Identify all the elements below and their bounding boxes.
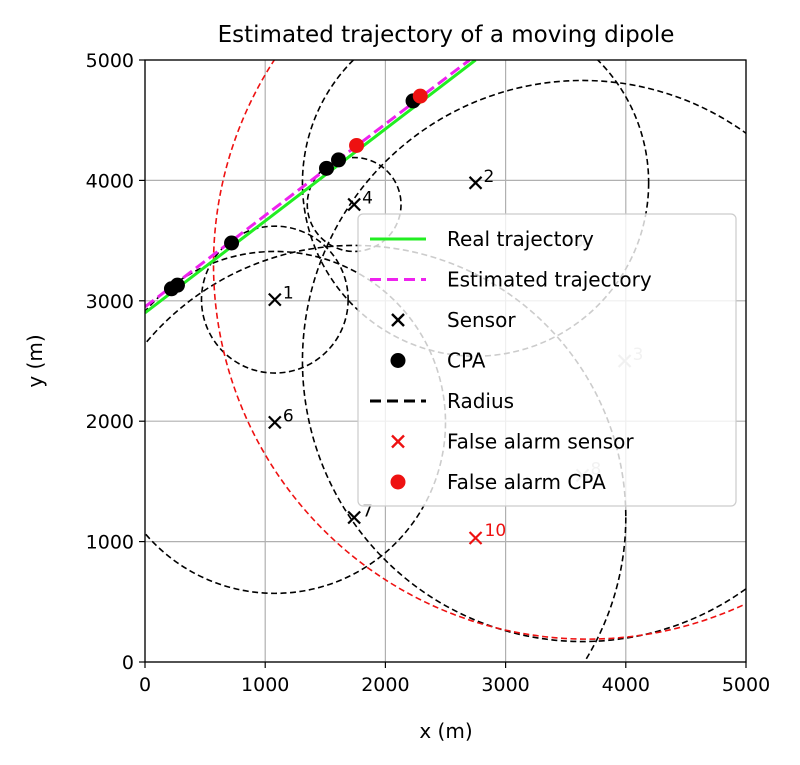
x-tick-label: 0 <box>139 674 151 696</box>
legend-swatch-dot <box>390 353 406 368</box>
y-tick-label: 5000 <box>86 50 134 72</box>
legend-label: Radius <box>447 389 514 413</box>
y-tick-label: 0 <box>122 652 134 674</box>
radius-circle <box>301 60 650 357</box>
sensor-marker <box>347 510 361 525</box>
cpa-point <box>169 277 185 293</box>
y-tick-label: 1000 <box>86 532 134 554</box>
cpa-point <box>319 160 335 176</box>
legend-entry: Real trajectory <box>370 227 594 251</box>
legend-entry: Radius <box>370 389 514 413</box>
sensor-label: 1 <box>283 284 294 304</box>
y-tick-label: 4000 <box>86 170 134 192</box>
legend-entry: Sensor <box>391 308 516 332</box>
radius-circle <box>200 225 349 374</box>
legend-label: Estimated trajectory <box>447 268 652 292</box>
legend-box <box>357 213 737 507</box>
sensor-label: 6 <box>283 406 294 426</box>
legend-entry: False alarm sensor <box>391 430 634 454</box>
x-stroke <box>468 531 483 545</box>
legend-label: Sensor <box>447 308 516 332</box>
y-tick-label: 3000 <box>86 291 134 313</box>
legend-swatch-x <box>391 313 405 327</box>
x-stroke <box>391 313 405 327</box>
legend: Real trajectory Estimated trajectory Senso… <box>357 213 737 507</box>
x-tick-label: 3000 <box>481 674 529 696</box>
false-alarm-sensor-label: 10 <box>485 521 507 541</box>
legend-label: False alarm CPA <box>447 470 606 494</box>
sensor-label: 2 <box>484 167 495 187</box>
x-tick-label: 4000 <box>602 674 650 696</box>
legend-swatch-x <box>391 434 405 449</box>
legend-label: False alarm sensor <box>447 430 634 454</box>
cpa-point <box>224 235 240 251</box>
chart-title: Estimated trajectory of a moving dipole <box>218 22 675 48</box>
false-alarm-cpa-point <box>412 88 428 104</box>
radius-circle <box>306 156 402 253</box>
x-stroke <box>468 176 483 190</box>
sensor-marker <box>268 415 282 430</box>
legend-label: Real trajectory <box>447 227 594 251</box>
x-axis-label: x (m) <box>419 719 472 743</box>
legend-swatch-dot <box>390 474 406 490</box>
x-tick-label: 2000 <box>361 674 409 696</box>
x-stroke <box>268 292 282 307</box>
radius-circle <box>145 244 627 662</box>
legend-entry: CPA <box>390 349 486 373</box>
false-alarm-cpa-point <box>349 137 365 153</box>
x-stroke <box>268 415 282 430</box>
axis-ticks: 0 1000 2000 3000 4000 5000 0 1000 2000 3000 4000 50… <box>86 50 771 696</box>
legend-entry: Estimated trajectory <box>370 268 652 292</box>
sensor-marker <box>347 197 361 212</box>
x-stroke <box>347 510 361 525</box>
y-tick-label: 2000 <box>86 411 134 433</box>
x-stroke <box>347 197 361 212</box>
sensor-marker <box>468 176 483 190</box>
legend-label: CPA <box>447 349 486 373</box>
x-tick-label: 1000 <box>241 674 289 696</box>
sensor-label: 4 <box>362 188 373 208</box>
false-alarm-sensor-marker <box>468 531 483 545</box>
radius-circle <box>301 79 746 643</box>
plot-frame <box>144 59 747 663</box>
y-axis-label: y (m) <box>23 334 47 387</box>
x-stroke <box>391 434 405 449</box>
sensor-label: 7 <box>362 502 373 522</box>
sensor-marker <box>268 292 282 307</box>
legend-entry: False alarm CPA <box>390 470 606 494</box>
x-tick-label: 5000 <box>722 674 770 696</box>
cpa-point <box>331 152 347 168</box>
